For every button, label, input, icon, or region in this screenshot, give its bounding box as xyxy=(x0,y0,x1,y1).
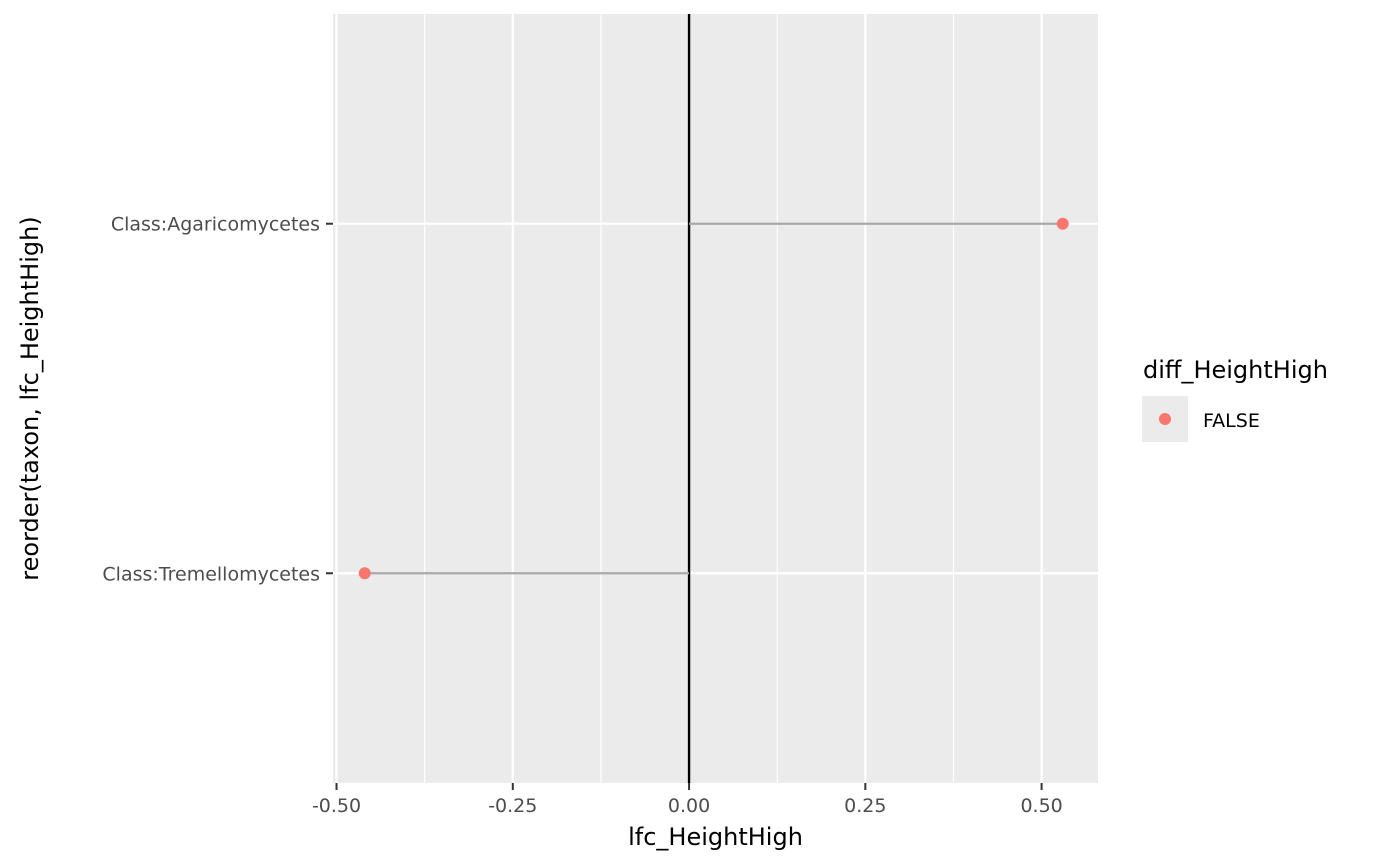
lollipop-segments xyxy=(364,222,1063,575)
legend: diff_HeightHigh FALSE xyxy=(1142,356,1328,442)
plot-panel xyxy=(333,14,1098,783)
x-tick-label: 0.50 xyxy=(1020,795,1062,817)
data-point xyxy=(358,567,371,580)
minor-gridlines xyxy=(424,14,955,783)
legend-key-point xyxy=(1159,413,1171,425)
y-axis: Class:Tremellomycetes Class:Agaricomycete… xyxy=(102,214,333,585)
lollipop-points xyxy=(358,217,1069,580)
x-tick-label: 0.25 xyxy=(844,795,886,817)
y-axis-title: reorder(taxon, lfc_HeightHigh) xyxy=(16,216,44,580)
data-point xyxy=(1056,217,1069,230)
x-axis: -0.50 -0.25 0.00 0.25 0.50 xyxy=(312,783,1063,817)
legend-label: FALSE xyxy=(1203,410,1260,432)
x-tick-label: -0.50 xyxy=(312,795,361,817)
y-tick-label: Class:Agaricomycetes xyxy=(111,214,320,236)
legend-title: diff_HeightHigh xyxy=(1143,356,1328,384)
x-tick-label: 0.00 xyxy=(668,795,710,817)
x-tick-label: -0.25 xyxy=(488,795,537,817)
x-axis-title: lfc_HeightHigh xyxy=(628,823,803,851)
y-tick-label: Class:Tremellomycetes xyxy=(102,563,320,585)
